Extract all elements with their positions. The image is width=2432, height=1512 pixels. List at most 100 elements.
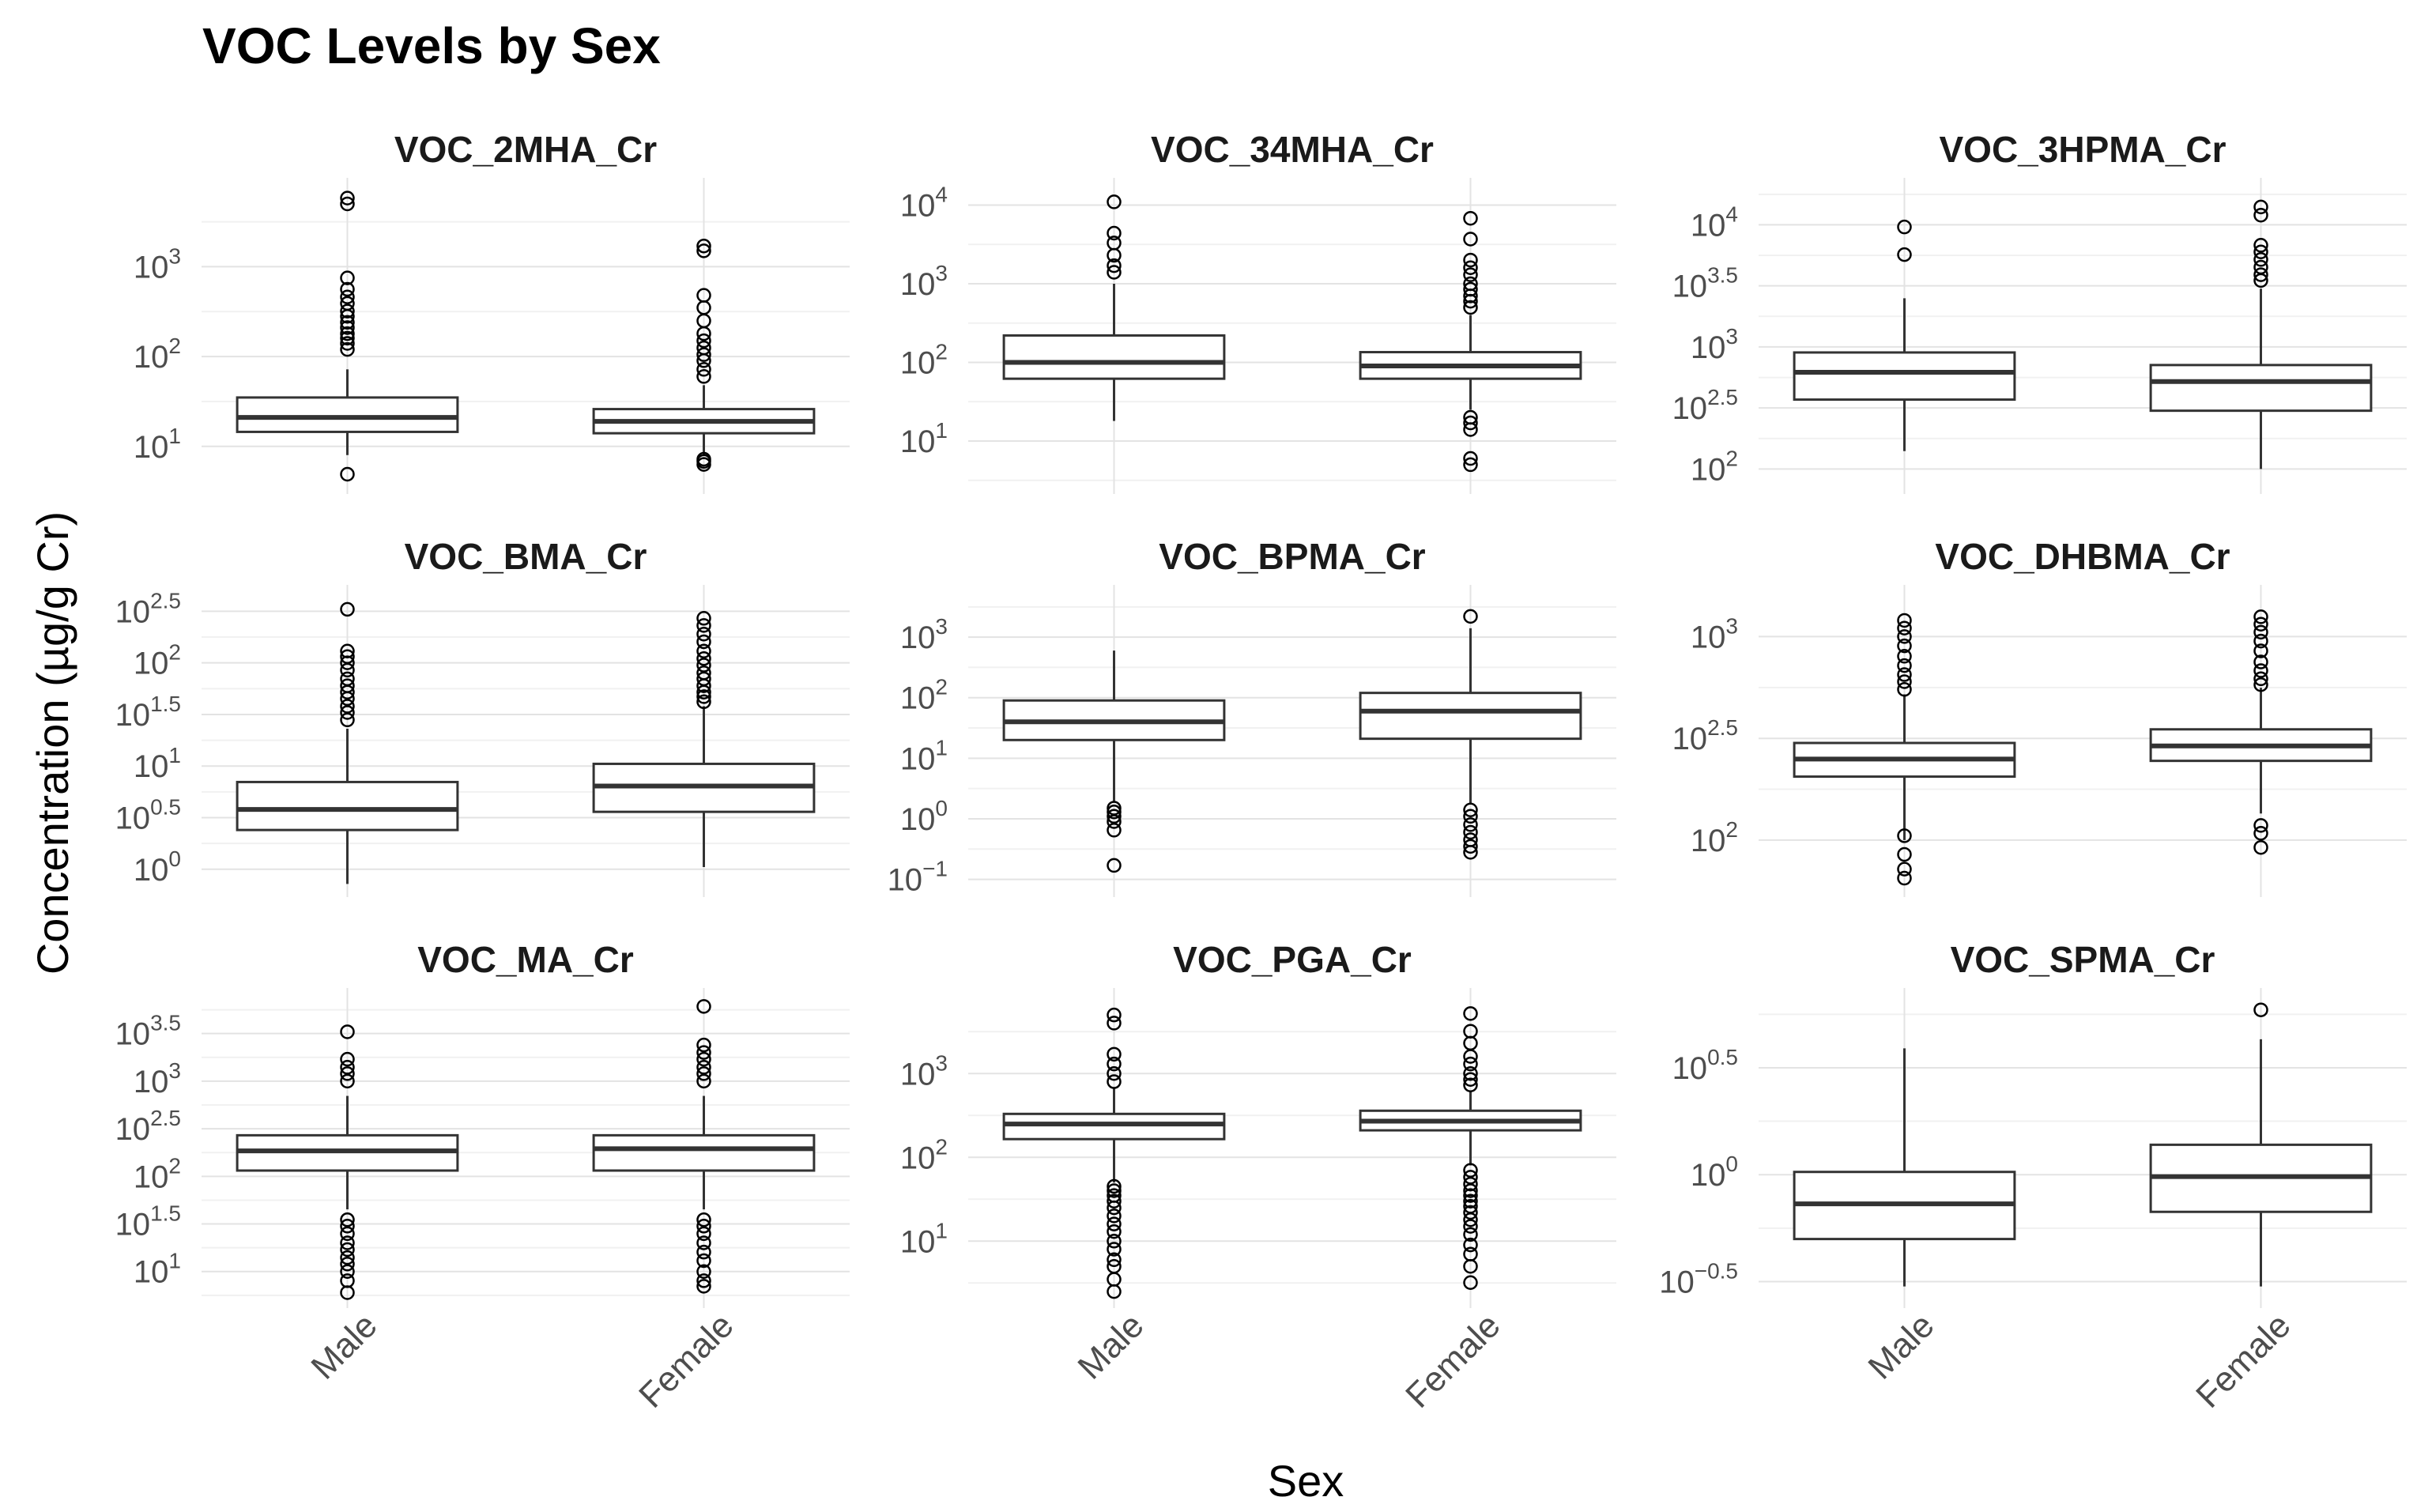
outlier-point (696, 1037, 711, 1053)
box-iqr (236, 780, 459, 831)
box-male (1793, 613, 2016, 886)
outlier-point (1463, 839, 1478, 854)
y-tick-label: 103.5 (1672, 263, 1738, 304)
outlier-point (340, 1235, 355, 1250)
outlier-point (696, 1066, 711, 1081)
facet-title: VOC_34MHA_Cr (1151, 129, 1434, 170)
facet-title: VOC_2MHA_Cr (394, 129, 657, 170)
outlier-point (340, 320, 355, 335)
outlier-point (696, 689, 711, 704)
outlier-point (696, 1244, 711, 1260)
y-tick-label: 102 (134, 334, 181, 375)
outlier-point (1463, 1077, 1478, 1092)
outlier-point (1107, 809, 1122, 824)
outlier-point (340, 1060, 355, 1075)
facet-title: VOC_DHBMA_Cr (1935, 536, 2230, 577)
outlier-point (696, 451, 711, 467)
outlier-point (696, 1273, 711, 1288)
outlier-point (1107, 1242, 1122, 1257)
y-tick-label: 103.5 (115, 1011, 181, 1052)
y-tick-label: 102 (1691, 817, 1738, 858)
outlier-point (2253, 199, 2268, 215)
outlier-point (1463, 267, 1478, 282)
outlier-point (1463, 1006, 1478, 1021)
outlier-point (340, 190, 355, 205)
outlier-point (2253, 818, 2268, 833)
outlier-point (340, 1024, 355, 1039)
outlier-point (1897, 846, 1912, 862)
y-tick-label: 104 (1691, 202, 1738, 243)
outlier-point (1107, 1216, 1122, 1231)
outlier-point (2253, 267, 2268, 282)
outlier-point (696, 1226, 711, 1242)
y-tick-label: 103 (900, 261, 948, 302)
box-female (1359, 210, 1582, 473)
outlier-point (1897, 649, 1912, 664)
y-tick-label: 103 (134, 243, 181, 285)
outlier-point (696, 618, 711, 633)
outlier-point (340, 705, 355, 720)
y-tick-label: 101 (134, 743, 181, 784)
outlier-point (340, 1226, 355, 1242)
box-iqr (1002, 1112, 1226, 1141)
facet-title: VOC_3HPMA_Cr (1940, 129, 2227, 170)
outlier-point (1463, 809, 1478, 824)
outlier-point (1107, 1193, 1122, 1208)
facet-title: VOC_BPMA_Cr (1159, 536, 1426, 577)
outlier-point (696, 611, 711, 626)
facet-panel: 100 100.5 101 101.5 102 102.5 VOC_BMA_Cr (115, 536, 850, 897)
box-female (2149, 609, 2373, 855)
outlier-point (2253, 633, 2268, 649)
facet-panel: 101 102 103 VOC_2MHA_Cr (134, 129, 850, 494)
outlier-point (696, 1060, 711, 1075)
outlier-point (1107, 1208, 1122, 1224)
outlier-point (696, 1073, 711, 1089)
box-male (1002, 650, 1226, 873)
outlier-point (1107, 1252, 1122, 1268)
outlier-point (1897, 629, 1912, 644)
outlier-point (340, 1212, 355, 1227)
outlier-point (1107, 236, 1122, 251)
outlier-point (2253, 238, 2268, 253)
y-tick-label: 102 (900, 675, 948, 716)
box-female (2149, 199, 2373, 469)
outlier-point (340, 1073, 355, 1089)
outlier-point (696, 1253, 711, 1269)
outlier-point (2253, 839, 2268, 855)
outlier-point (1107, 265, 1122, 280)
y-tick-label: 103 (900, 1050, 948, 1092)
chart-title: VOC Levels by Sex (202, 17, 661, 74)
outlier-point (1897, 667, 1912, 682)
outlier-point (1463, 300, 1478, 315)
outlier-point (1107, 858, 1122, 873)
outlier-point (696, 1219, 711, 1234)
y-tick-label: 100 (900, 796, 948, 837)
outlier-point (696, 1051, 711, 1067)
outlier-point (2253, 1002, 2268, 1017)
box-female (1359, 609, 1582, 860)
outlier-point (696, 666, 711, 681)
outlier-point (696, 243, 711, 258)
outlier-point (1107, 194, 1122, 209)
box-iqr (592, 1133, 816, 1172)
facet-title: VOC_PGA_Cr (1173, 939, 1412, 980)
outlier-point (1463, 1170, 1478, 1185)
outlier-point (340, 1066, 355, 1081)
outlier-point (1897, 870, 1912, 886)
outlier-point (1463, 415, 1478, 431)
outlier-point (1107, 1258, 1122, 1274)
outlier-point (1463, 232, 1478, 247)
outlier-point (1107, 1007, 1122, 1023)
box-iqr (1359, 692, 1582, 741)
outlier-point (2253, 616, 2268, 632)
y-tick-label: 101 (900, 1218, 948, 1259)
outlier-point (340, 341, 355, 357)
y-tick-label: 100 (134, 846, 181, 888)
outlier-point (1463, 1227, 1478, 1242)
outlier-point (1107, 1046, 1122, 1062)
y-tick-label: 103 (900, 614, 948, 655)
outlier-point (1463, 1024, 1478, 1039)
y-tick-label: 102.5 (1672, 385, 1738, 426)
outlier-point (340, 1256, 355, 1272)
outlier-point (696, 1212, 711, 1227)
